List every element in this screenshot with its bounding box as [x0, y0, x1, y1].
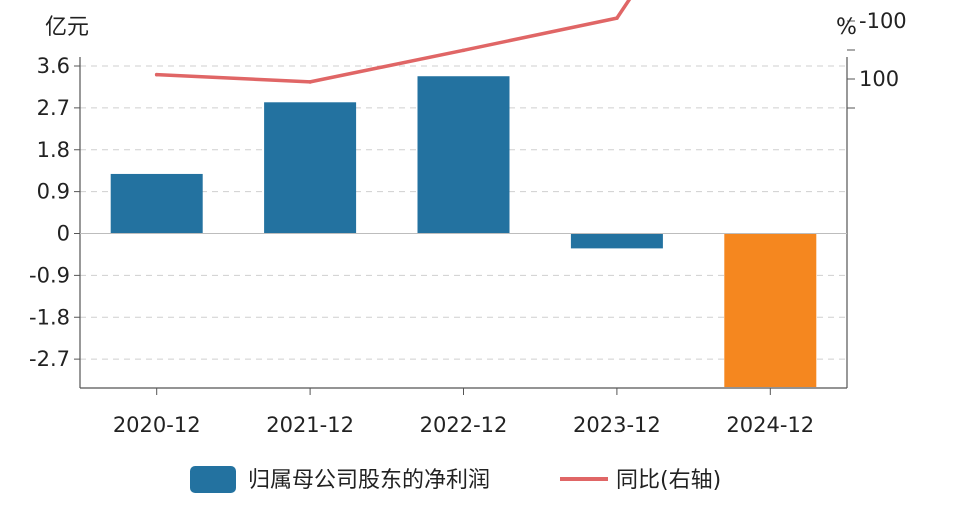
left-tick-label: -1.8: [29, 305, 70, 329]
line-path: [154, 0, 632, 84]
right-tick-label: -100: [859, 9, 907, 33]
left-tick-label: 1.8: [37, 138, 70, 162]
left-tick-label: 0: [57, 222, 70, 246]
line-point-2022-12: [461, 48, 466, 53]
left-tick-label: 3.6: [37, 54, 70, 78]
line-point-2021-12: [308, 80, 312, 84]
left-tick-label: 0.9: [37, 180, 70, 204]
bar-2022-12: [417, 76, 510, 234]
bar-2021-12: [264, 102, 357, 234]
left-axis-unit: 亿元: [45, 15, 89, 40]
left-tick-label: -2.7: [29, 347, 70, 371]
legend-label-bar: 归属母公司股东的净利润: [248, 468, 490, 493]
bar-series: [110, 76, 817, 388]
line-point-2020-12: [154, 72, 159, 77]
x-tick-label: 2022-12: [420, 413, 508, 437]
left-tick-label: 2.7: [37, 96, 70, 120]
x-tick-label: 2020-12: [113, 413, 201, 437]
bar-2020-12: [110, 173, 203, 234]
right-axis-unit: %: [836, 15, 857, 40]
right-axis-ticks: 100-100-300-500-700-900: [847, 9, 907, 109]
legend: 归属母公司股东的净利润 同比(右轴): [190, 466, 721, 493]
line-point-2023-12: [615, 16, 619, 20]
x-tick-label: 2023-12: [573, 413, 661, 437]
x-tick-label: 2021-12: [266, 413, 354, 437]
left-tick-label: -0.9: [29, 263, 70, 287]
x-axis-ticks: 2020-12 2021-12 2022-12 2023-12 2024-12: [113, 388, 814, 437]
bar-2023-12: [570, 233, 663, 249]
legend-swatch-bar: [190, 466, 236, 493]
x-tick-label: 2024-12: [726, 413, 814, 437]
legend-label-line: 同比(右轴): [616, 468, 721, 493]
line-series: [154, 0, 632, 84]
left-axis-ticks: 3.6 2.7 1.8 0.9 0 -0.9 -1.8 -2.7: [29, 54, 80, 371]
right-tick-label: 100: [859, 67, 899, 91]
gridlines: [80, 65, 847, 360]
bar-2024-12: [724, 233, 817, 388]
